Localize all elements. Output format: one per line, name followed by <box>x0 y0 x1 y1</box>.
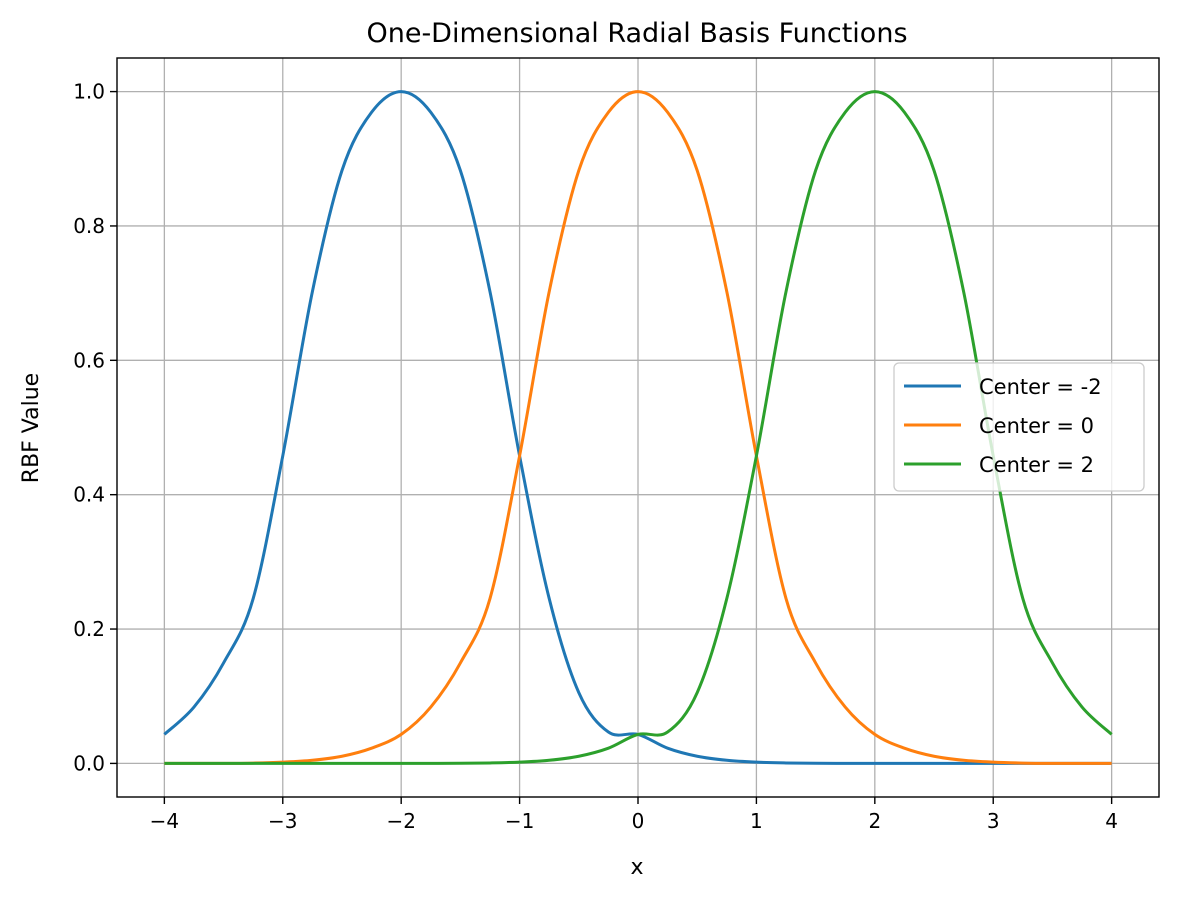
x-tick-label: 2 <box>868 809 881 833</box>
series-line-1 <box>163 90 1112 765</box>
x-tick-label: 1 <box>750 809 763 833</box>
legend-box <box>893 362 1145 492</box>
x-axis-label: x <box>630 855 643 880</box>
x-tick-label: −2 <box>386 809 415 833</box>
legend-label-1: Center = -2 <box>979 375 1102 399</box>
series-line-2 <box>164 90 1112 765</box>
series-line-3 <box>164 90 1113 765</box>
x-tick-label: −3 <box>268 809 297 833</box>
legend-label-2: Center = 0 <box>979 414 1094 438</box>
chart-title: One-Dimensional Radial Basis Functions <box>366 18 907 49</box>
y-tick-label: 0.4 <box>73 483 105 507</box>
legend: Center = -2 Center = 0 Center = 2 <box>893 362 1145 492</box>
y-tick-label: 0.8 <box>73 214 105 238</box>
y-tick-label: 0.0 <box>73 751 105 775</box>
x-tick-label: 4 <box>1105 809 1118 833</box>
x-tick-label: −4 <box>150 809 179 833</box>
x-tick-label: −1 <box>505 809 534 833</box>
series-layer <box>163 90 1113 765</box>
y-axis-label: RBF Value <box>19 373 44 483</box>
y-tick-label: 1.0 <box>73 80 105 104</box>
x-tick-label: 3 <box>987 809 1000 833</box>
y-tick-label: 0.2 <box>73 617 105 641</box>
y-tick-label: 0.6 <box>73 348 105 372</box>
x-tick-label: 0 <box>632 809 645 833</box>
tick-layer: −4 −3 −2 −1 0 1 2 3 4 0.0 0.2 0.4 0.6 0.8 1.0 <box>73 80 1118 833</box>
legend-label-3: Center = 2 <box>979 453 1094 477</box>
